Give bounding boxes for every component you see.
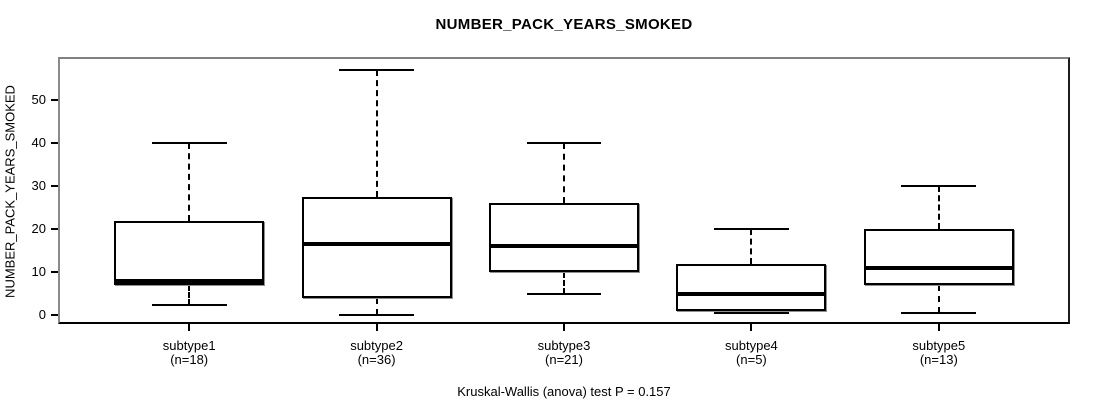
subtype-name: subtype1 — [162, 338, 216, 353]
x-category-label: subtype3 (n=21) — [484, 339, 644, 366]
x-axis-tick — [563, 324, 565, 331]
lower-whisker-cap — [526, 292, 602, 295]
upper-whisker-cap — [339, 68, 415, 71]
upper-whisker-cap — [151, 142, 227, 145]
y-axis-tick-label: 10 — [31, 264, 46, 280]
lower-whisker-cap — [339, 314, 415, 317]
subtype-name: subtype4 — [725, 338, 778, 353]
x-axis-tick — [188, 324, 191, 331]
median-line — [114, 278, 265, 283]
sample-size-label: (n=18) — [170, 351, 209, 367]
x-category-label: subtype4 (n=5) — [671, 339, 831, 366]
y-axis-tick-label: 40 — [31, 135, 46, 151]
lower-whisker — [750, 311, 753, 314]
upper-whisker — [937, 186, 940, 230]
x-category-label: subtype1 (n=18) — [109, 339, 269, 366]
upper-whisker — [188, 143, 191, 221]
iqr-box — [301, 196, 452, 299]
iqr-box — [676, 263, 827, 312]
iqr-box — [863, 229, 1014, 286]
lower-whisker — [188, 285, 191, 305]
iqr-box — [114, 220, 265, 286]
kruskal-wallis-note: Kruskal-Wallis (anova) test P = 0.157 — [457, 384, 671, 399]
y-axis-tick-label: 30 — [31, 178, 46, 194]
upper-whisker-cap — [526, 142, 602, 145]
lower-whisker — [937, 285, 940, 314]
sample-size-label: (n=13) — [919, 351, 958, 367]
iqr-box — [489, 203, 639, 273]
y-axis-tick — [51, 142, 58, 145]
y-axis-tick — [51, 99, 58, 102]
lower-whisker — [375, 298, 378, 316]
lower-whisker — [563, 272, 565, 294]
sample-size-label: (n=21) — [545, 351, 583, 367]
median-line — [301, 242, 452, 247]
sample-size-label: (n=36) — [357, 351, 396, 367]
y-axis-tick-label: 50 — [31, 92, 46, 108]
upper-whisker — [375, 69, 378, 197]
median-line — [489, 244, 639, 249]
y-axis-tick — [51, 228, 58, 231]
x-axis-tick — [375, 324, 378, 331]
chart-title: NUMBER_PACK_YEARS_SMOKED — [435, 16, 693, 33]
x-category-label: subtype2 (n=36) — [297, 339, 457, 366]
upper-whisker-cap — [901, 185, 977, 188]
upper-whisker — [750, 229, 753, 264]
x-axis-tick — [750, 324, 753, 331]
lower-whisker-cap — [901, 312, 977, 315]
median-line — [863, 266, 1014, 271]
x-axis-tick — [937, 324, 940, 331]
subtype-name: subtype3 — [537, 338, 591, 353]
lower-whisker-cap — [713, 312, 789, 315]
upper-whisker-cap — [713, 228, 789, 231]
sample-size-label: (n=5) — [736, 351, 767, 367]
subtype-name: subtype2 — [350, 338, 403, 353]
subtype-name: subtype5 — [912, 338, 966, 353]
upper-whisker — [563, 143, 565, 204]
x-category-label: subtype5 (n=13) — [859, 339, 1019, 366]
y-axis-tick-label: 20 — [31, 221, 46, 237]
y-axis-tick-label: 0 — [38, 307, 46, 323]
y-axis-tick — [51, 185, 58, 188]
median-line — [676, 291, 827, 296]
y-axis-tick — [51, 314, 58, 317]
lower-whisker-cap — [151, 303, 227, 306]
y-axis-tick — [51, 271, 58, 274]
